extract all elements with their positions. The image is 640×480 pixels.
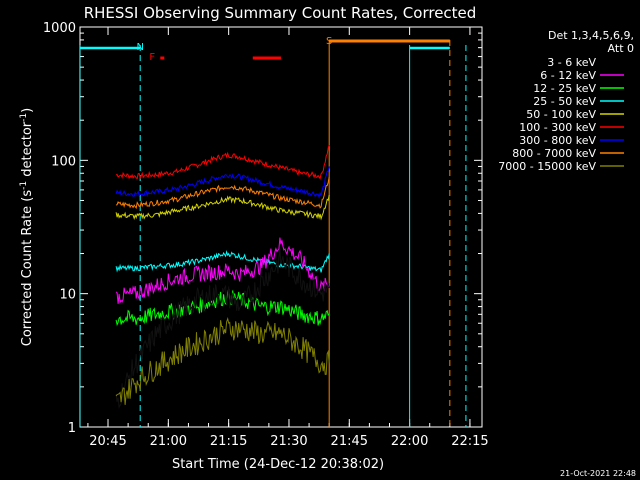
x-tick-label: 21:00 (150, 434, 187, 449)
y-tick-label: 100 (51, 154, 76, 169)
x-tick-label: 21:45 (331, 434, 368, 449)
series-line (115, 250, 330, 273)
series-line (115, 166, 330, 199)
y-axis-label-sup2: -1 (19, 113, 29, 122)
y-tick-label: 1000 (43, 21, 76, 36)
series-line (115, 249, 330, 409)
plot-area: 1 10 100 1000 20:45 21:00 21:15 21:30 21:45 22:00… (43, 21, 489, 449)
y-axis-label-sup1: -1 (19, 181, 29, 190)
series-line (115, 237, 330, 304)
series-line (115, 288, 330, 327)
flag-label: S (326, 36, 332, 47)
series-line (115, 316, 330, 405)
legend-entry-label: 300 - 800 keV (519, 134, 596, 147)
x-tick-label: 21:15 (210, 434, 247, 449)
series-line (115, 194, 330, 221)
y-axis-label-end: ) (20, 108, 35, 113)
y-axis-label-text: Corrected Count Rate (s (20, 190, 35, 347)
x-tick-label: 22:15 (451, 434, 488, 449)
timestamp: 21-Oct-2021 22:48 (560, 469, 636, 478)
y-tick-label: 10 (59, 288, 76, 303)
series-line (115, 144, 330, 180)
x-tick-label: 22:00 (391, 434, 428, 449)
x-tick-label: 20:45 (89, 434, 126, 449)
legend-header-attenuator: Att 0 (608, 42, 634, 55)
legend-entry-label: 800 - 7000 keV (512, 147, 596, 160)
legend-entry-label: 3 - 6 keV (547, 56, 596, 69)
x-axis-label: Start Time (24-Dec-12 20:38:02) (172, 457, 384, 472)
y-tick-label: 1 (68, 421, 76, 436)
legend-header-detectors: Det 1,3,4,5,6,9, (548, 29, 634, 42)
flag-label: N (136, 42, 143, 53)
x-tick-label: 21:30 (270, 434, 307, 449)
flag-label: F (149, 52, 155, 63)
y-axis-label: Corrected Count Rate (s-1 detector-1) (19, 108, 35, 346)
legend-entry-label: 6 - 12 keV (540, 69, 596, 82)
legend-entry-label: 100 - 300 keV (519, 121, 596, 134)
legend-entry-label: 7000 - 15000 keV (498, 160, 596, 173)
y-axis-label-mid: detector (20, 121, 35, 181)
legend-entry-label: 12 - 25 keV (533, 82, 596, 95)
series-line (115, 176, 330, 210)
legend-entry-label: 25 - 50 keV (533, 95, 596, 108)
chart-title: RHESSI Observing Summary Count Rates, Co… (84, 4, 477, 22)
legend-entry-label: 50 - 100 keV (526, 108, 596, 121)
